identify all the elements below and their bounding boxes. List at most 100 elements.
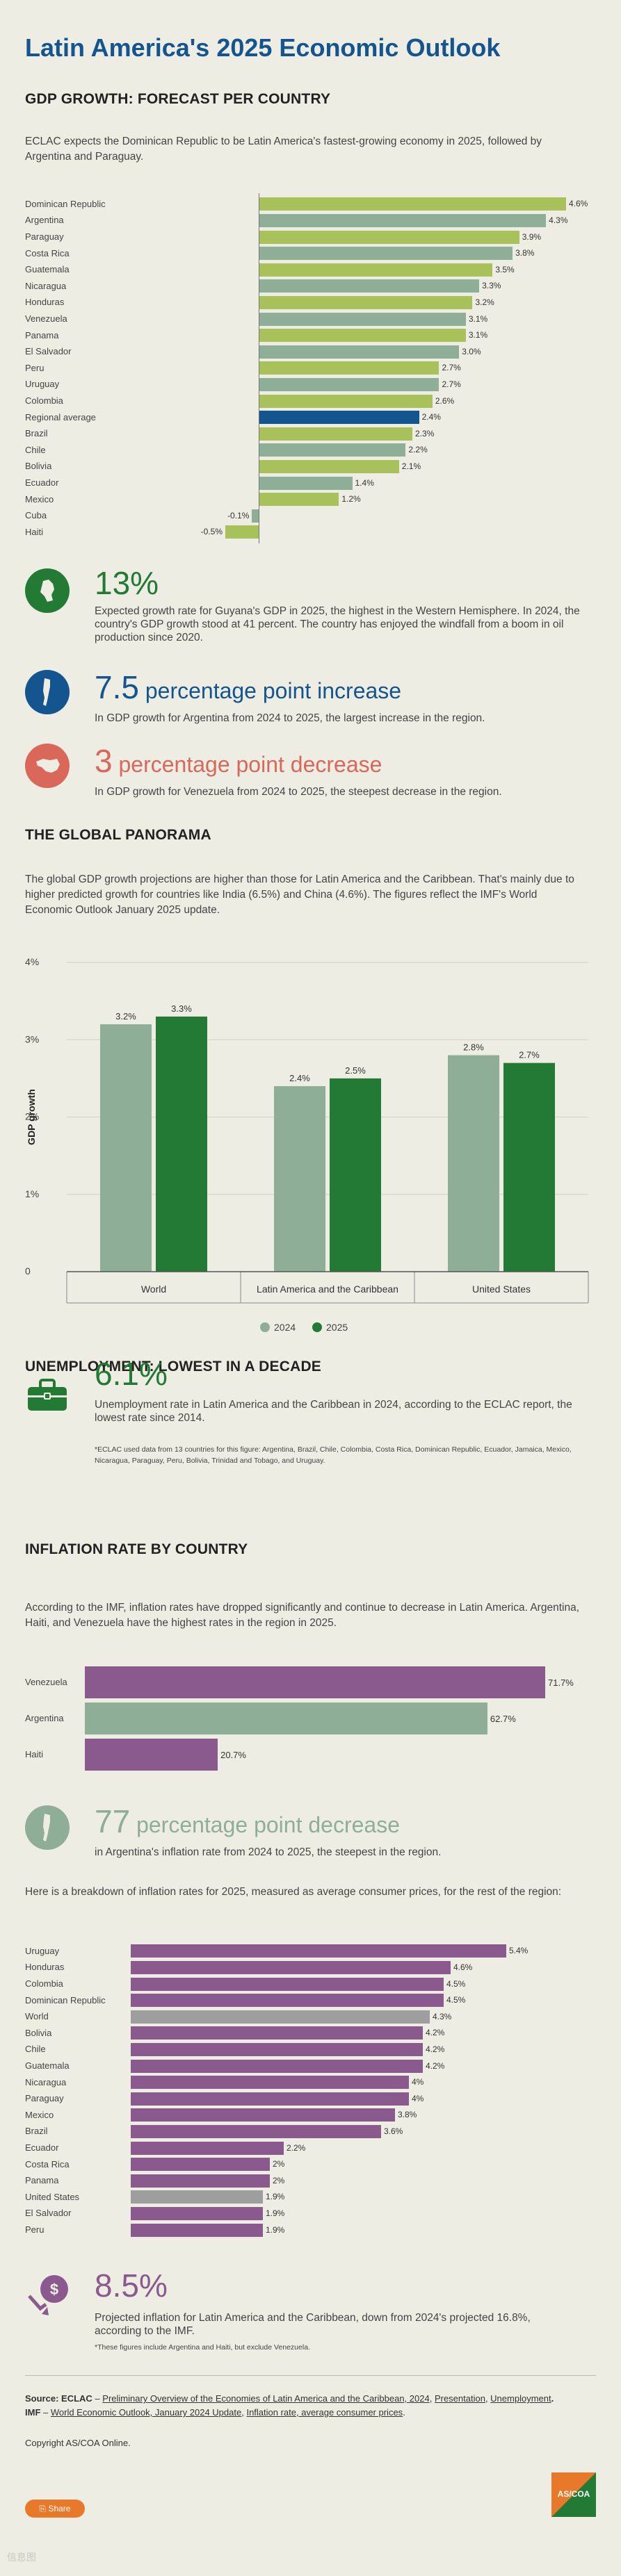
bar-label: Colombia <box>25 1978 63 1989</box>
bar-label: Uruguay <box>25 379 60 390</box>
bar <box>131 1977 444 1991</box>
share-button[interactable]: ⎘ Share <box>25 2500 85 2518</box>
bar-value-label: 4.3% <box>549 215 568 225</box>
y-tick-label: 1% <box>25 1188 39 1199</box>
briefcase-icon <box>25 1370 70 1415</box>
bar <box>330 1078 381 1272</box>
bar-label: Chile <box>25 444 46 455</box>
bar <box>448 1055 499 1272</box>
bar-label: Cuba <box>25 510 47 521</box>
bar <box>259 493 339 507</box>
bar-label: Panama <box>25 2175 59 2186</box>
bar-value-label: 2.2% <box>287 2142 306 2153</box>
eclac-report-link[interactable]: Preliminary Overview of the Economies of… <box>102 2393 430 2404</box>
bar-value-label: 4.6% <box>569 199 588 209</box>
bar <box>259 476 353 490</box>
unemployment-heading: UNEMPLOYMENT: LOWEST IN A DECADE <box>25 1359 322 1375</box>
inflation-breakdown-chart: Uruguay 5.4% Honduras 4.6% Colombia 4.5% Domin… <box>25 1943 602 2249</box>
global-gdp-chart: 0 1% 2% 3% 4% GDP growth 3.2% 3.3% World 2.4% 2.5%… <box>25 956 589 1333</box>
bar-label: Chile <box>25 2044 46 2055</box>
guyana-stat-number: 13% <box>95 565 159 601</box>
bar-value-label: 3.6% <box>384 2126 403 2136</box>
gdp-heading: GDP GROWTH: FORECAST PER COUNTRY <box>25 91 331 107</box>
bar <box>131 2092 409 2106</box>
bar-value-label: 4% <box>412 2077 424 2087</box>
bar-value-label: 3.3% <box>482 281 501 291</box>
inflation-link[interactable]: Inflation rate, average consumer prices <box>246 2407 403 2418</box>
y-tick-label: 0 <box>25 1265 31 1277</box>
watermark: 信息图 <box>7 2552 36 2563</box>
gdp-intro: ECLAC expects the Dominican Republic to … <box>25 136 542 163</box>
bar-label: Mexico <box>25 493 54 504</box>
y-axis-label: GDP growth <box>26 1089 37 1145</box>
bar <box>131 2141 284 2155</box>
bar-value-label: 3.1% <box>468 330 488 341</box>
bar <box>259 345 460 359</box>
bar <box>259 394 433 408</box>
imf-label: . IMF <box>25 2393 554 2418</box>
bar-value-label: 2.1% <box>401 461 421 471</box>
bar-value-label: 4.5% <box>446 1978 466 1989</box>
bar <box>131 2124 381 2138</box>
bar <box>131 2190 263 2204</box>
unemployment-link[interactable]: Unemployment <box>490 2393 551 2404</box>
bar <box>252 509 259 523</box>
sep: , <box>241 2407 247 2418</box>
argentina-inflation-stat-heading: 77 percentage point decrease <box>95 1803 400 1840</box>
logo-text: AS/COA <box>557 2489 590 2499</box>
bar <box>131 2010 430 2024</box>
bar <box>131 2223 263 2237</box>
argentina-stat-number: 7.5 <box>95 669 139 705</box>
unemployment-number: 6.1% <box>95 1356 168 1392</box>
bar-value-label: 4.5% <box>446 1995 466 2005</box>
projected-inflation-text: Projected inflation for Latin America an… <box>95 2312 531 2337</box>
y-tick-label: 4% <box>25 956 39 967</box>
page-title: Latin America's 2025 Economic Outlook <box>25 33 501 62</box>
breakdown-intro: Here is a breakdown of inflation rates f… <box>25 1886 562 1898</box>
share-label: Share <box>48 2504 71 2513</box>
venezuela-stat-number: 3 <box>95 743 113 779</box>
bar-value-label: 3.2% <box>475 297 494 307</box>
bar <box>259 263 493 277</box>
bar-value-label: 1.2% <box>341 494 361 504</box>
bar <box>259 247 513 261</box>
weo-link[interactable]: World Economic Outlook, January 2024 Upd… <box>50 2407 242 2418</box>
footer-sources: Source: ECLAC – Preliminary Overview of … <box>25 2392 567 2420</box>
bar <box>259 459 399 473</box>
legend-label: 2024 <box>274 1322 296 1333</box>
inflation-intro: According to the IMF, inflation rates ha… <box>25 1602 580 1629</box>
bar-label: El Salvador <box>25 2208 72 2219</box>
bar-label: Paraguay <box>25 231 64 242</box>
argentina-stat-heading: 7.5 percentage point increase <box>95 668 401 706</box>
bar <box>259 329 466 343</box>
guyana-stat-text: Expected growth rate for Guyana's GDP in… <box>95 605 580 643</box>
bar-value-label: 2.3% <box>415 428 435 438</box>
bar-label: Nicaragua <box>25 280 67 291</box>
bar <box>131 2059 423 2073</box>
bar-value-label: -0.1% <box>227 510 250 520</box>
argentina-inflation-suffix: percentage point decrease <box>130 1812 400 1837</box>
y-tick-label: 3% <box>25 1033 39 1044</box>
bar-value-label: 2.2% <box>408 445 428 455</box>
bar-value-label: 71.7% <box>548 1677 574 1688</box>
bar-label: Uruguay <box>25 1945 60 1956</box>
argentina-map-icon <box>25 670 70 714</box>
svg-text:$: $ <box>50 2281 58 2298</box>
bar <box>156 1016 207 1272</box>
bar <box>131 2108 395 2122</box>
bar-label: Peru <box>25 2224 45 2235</box>
bar-label: Ecuador <box>25 2142 59 2153</box>
bar-label: Costa Rica <box>25 2158 70 2169</box>
dash: – <box>92 2393 103 2404</box>
gdp-country-chart: Dominican Republic 4.6% Argentina 4.3% Parag… <box>25 193 602 543</box>
bar-value-label: 3.3% <box>171 1003 192 1014</box>
bar <box>131 2158 270 2172</box>
presentation-link[interactable]: Presentation <box>434 2393 485 2404</box>
bar-label: Brazil <box>25 2126 48 2137</box>
bar-label: Argentina <box>25 1713 64 1723</box>
x-tick-label: World <box>141 1283 166 1295</box>
bar-value-label: 2% <box>273 2175 285 2185</box>
bar-label: Peru <box>25 362 45 373</box>
bar-label: World <box>25 2011 49 2022</box>
bar <box>259 197 566 211</box>
